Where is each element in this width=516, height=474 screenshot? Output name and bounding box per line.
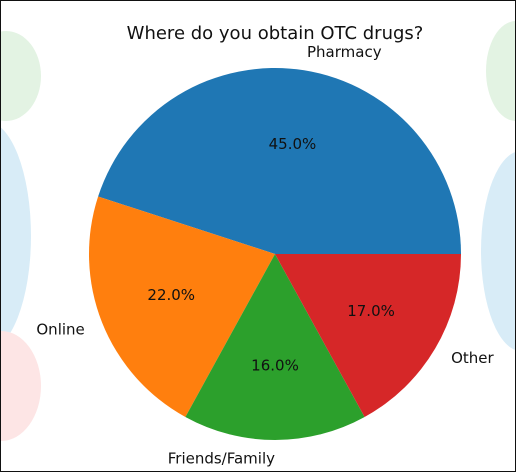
pie-value-label: 16.0%	[251, 357, 299, 375]
pie-slice-online	[89, 196, 275, 417]
pie-category-label: Friends/Family	[168, 450, 275, 468]
pie-category-label: Other	[451, 349, 494, 367]
chart-title: Where do you obtain OTC drugs?	[127, 23, 424, 44]
pie-category-label: Online	[36, 320, 84, 338]
pie-slice-friends-family	[185, 254, 365, 440]
pie-slice-other	[275, 254, 461, 417]
pie-value-label: 22.0%	[147, 286, 195, 304]
pie-slice-pharmacy	[98, 68, 461, 255]
pie-value-label: 17.0%	[347, 302, 395, 320]
pie-category-label: Pharmacy	[307, 43, 382, 61]
pie-value-label: 45.0%	[269, 135, 317, 153]
